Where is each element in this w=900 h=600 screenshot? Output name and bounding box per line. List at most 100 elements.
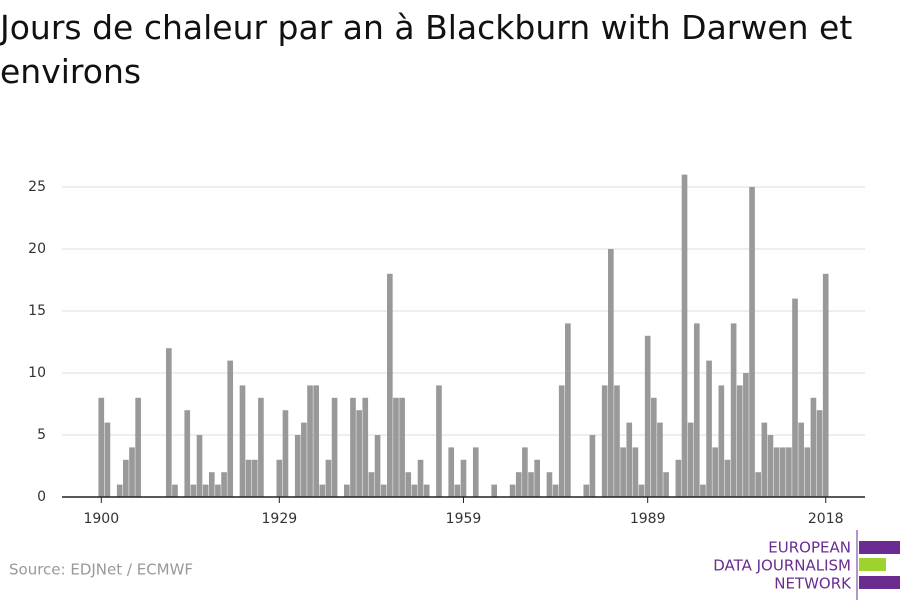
bar <box>251 459 258 497</box>
bar <box>380 484 387 497</box>
bar <box>773 447 780 497</box>
bar <box>411 484 418 497</box>
logo-bar <box>859 576 900 589</box>
bar <box>614 385 620 497</box>
bar <box>601 385 608 497</box>
bar <box>798 422 804 497</box>
bar <box>184 410 191 497</box>
bar <box>675 459 682 497</box>
bar <box>417 459 424 497</box>
bar <box>755 472 762 497</box>
bar <box>491 484 498 497</box>
bar <box>724 459 731 497</box>
bar <box>245 459 252 497</box>
bar <box>344 484 350 497</box>
bar <box>319 484 326 497</box>
bar <box>644 335 651 497</box>
bar <box>620 447 626 497</box>
y-tick-label: 15 <box>28 303 46 319</box>
bar <box>522 447 528 497</box>
bar <box>448 447 455 497</box>
bar <box>687 422 694 497</box>
y-tick-label: 20 <box>28 241 46 257</box>
bar <box>460 459 467 497</box>
bar <box>632 447 639 497</box>
logo-bar <box>859 541 900 554</box>
bar <box>706 360 712 497</box>
bar <box>730 323 737 497</box>
bar <box>472 447 479 497</box>
bar <box>552 484 559 497</box>
logo-text: DATA JOURNALISM <box>713 557 851 575</box>
y-tick-label: 5 <box>37 427 46 443</box>
bar <box>657 422 663 497</box>
bar <box>779 447 786 497</box>
bar <box>804 447 811 497</box>
bar <box>565 323 571 497</box>
logo-text: EUROPEAN <box>768 539 851 557</box>
bar <box>374 435 381 497</box>
y-tick-label: 10 <box>28 365 46 381</box>
bar <box>509 484 516 497</box>
logo-text: NETWORK <box>774 575 852 593</box>
bar <box>116 484 123 497</box>
bar <box>276 459 283 497</box>
bar <box>294 435 301 497</box>
bar <box>190 484 197 497</box>
bar <box>792 298 798 497</box>
bar <box>454 484 461 497</box>
bar <box>282 410 289 497</box>
bar <box>135 397 141 497</box>
bar <box>749 187 755 497</box>
bar <box>743 373 749 497</box>
bar <box>393 397 399 497</box>
bar <box>215 484 221 497</box>
bar <box>700 484 706 497</box>
source: Source: EDJNet / ECMWF <box>9 561 193 579</box>
bar <box>239 385 246 497</box>
bar <box>202 484 209 497</box>
bar <box>368 472 375 497</box>
bar <box>558 385 565 497</box>
bar <box>104 422 111 497</box>
bar <box>387 273 393 497</box>
bar <box>301 422 307 497</box>
bar <box>123 459 129 497</box>
bar <box>663 472 669 497</box>
bar <box>423 484 430 497</box>
bar <box>626 422 633 497</box>
bar <box>761 422 768 497</box>
x-tick-label: 1989 <box>630 511 666 527</box>
bar <box>356 410 362 497</box>
bar <box>736 385 743 497</box>
bar <box>546 472 553 497</box>
x-tick-label: 1929 <box>262 511 298 527</box>
bar <box>307 385 313 497</box>
bar <box>325 459 332 497</box>
bar <box>767 435 774 497</box>
bar <box>362 397 369 497</box>
x-tick-label: 1959 <box>446 511 482 527</box>
x-tick-label: 1900 <box>83 511 119 527</box>
bar <box>196 435 203 497</box>
bar <box>712 447 719 497</box>
bar <box>650 397 657 497</box>
bar <box>534 459 540 497</box>
bar <box>816 410 823 497</box>
bar <box>681 174 688 497</box>
bar <box>786 447 792 497</box>
bar <box>583 484 590 497</box>
bar <box>810 397 817 497</box>
chart-title: Jours de chaleur par an à Blackburn with… <box>0 8 853 91</box>
bar <box>822 273 829 497</box>
bar <box>208 472 215 497</box>
bar <box>718 385 725 497</box>
bar <box>258 397 264 497</box>
bar <box>129 447 135 497</box>
bar <box>515 472 522 497</box>
x-tick-label: 2018 <box>808 511 844 527</box>
bar <box>399 397 405 497</box>
y-tick-label: 0 <box>37 489 46 505</box>
